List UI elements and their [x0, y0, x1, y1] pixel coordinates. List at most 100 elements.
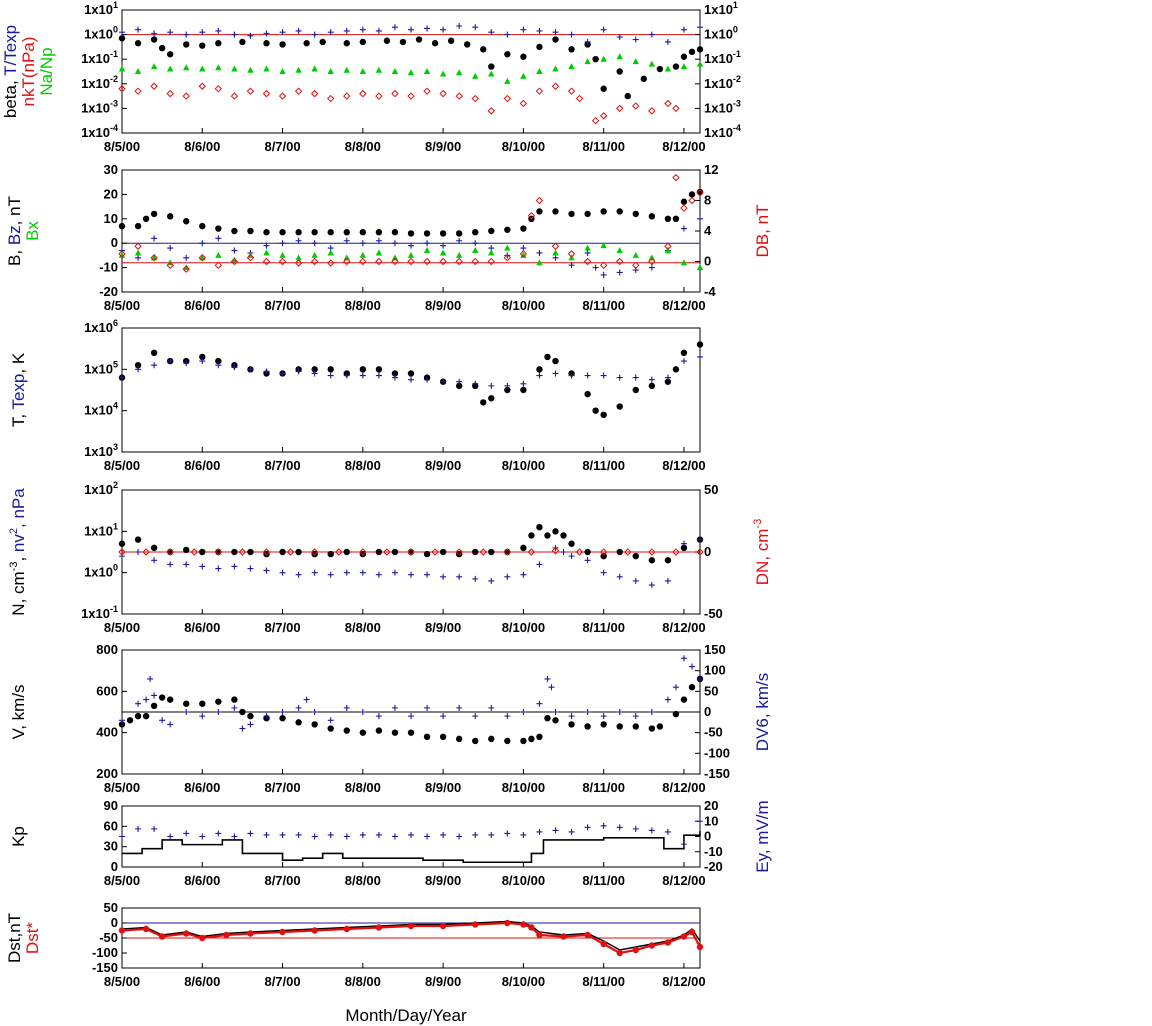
x-tick-label: 8/6/00	[184, 780, 220, 795]
data-point	[215, 548, 222, 556]
y-tick-label-left-exp: 0	[113, 25, 118, 35]
x-tick-label: 8/12/00	[662, 780, 705, 795]
data-point	[488, 382, 495, 389]
x-tick-label: 8/5/00	[104, 139, 140, 154]
y-tick-label-right-base: 1x10	[704, 51, 733, 66]
data-point	[568, 210, 575, 218]
data-point	[648, 257, 656, 266]
data-point	[375, 27, 382, 34]
data-point	[544, 715, 551, 722]
y-axis-title-segment: N, cm	[9, 571, 28, 615]
data-point	[680, 544, 688, 552]
x-tick-label: 8/8/00	[345, 974, 381, 989]
x-tick-label: 8/11/00	[582, 974, 625, 989]
data-point	[166, 89, 174, 98]
data-point	[327, 29, 334, 36]
data-point	[407, 548, 415, 556]
data-point	[375, 92, 383, 100]
data-point	[616, 34, 623, 41]
data-point	[488, 831, 495, 838]
y-axis-title-segment: Bz	[5, 225, 24, 245]
data-point	[584, 824, 591, 831]
data-point	[263, 713, 270, 720]
y-tick-label-right-exp: -1	[733, 49, 741, 59]
data-point	[584, 723, 591, 730]
data-point	[359, 831, 366, 838]
data-point	[327, 259, 335, 267]
y-tick-label-right-exp: 0	[733, 25, 738, 35]
data-point	[616, 374, 623, 381]
data-point	[279, 928, 286, 936]
y-tick-label-left-base: 1x10	[81, 606, 110, 621]
data-point	[616, 104, 624, 113]
y-tick-label-left-exp: 3	[113, 442, 118, 452]
data-point	[680, 63, 688, 70]
y-axis-title-segment: Bx	[23, 221, 42, 241]
data-point	[247, 565, 254, 572]
data-point	[632, 723, 639, 730]
data-point	[488, 548, 495, 556]
series-Bz	[119, 215, 703, 278]
data-point	[520, 380, 527, 387]
data-point	[504, 919, 511, 927]
data-point	[167, 358, 174, 365]
panel-V: 8/5/00 8/6/00 8/7/00 8/8/00 8/9/00 8/10/00 8/1…	[9, 642, 772, 795]
data-point	[263, 567, 270, 574]
data-point	[158, 44, 166, 52]
series-Dst	[121, 920, 701, 951]
data-point	[520, 737, 527, 745]
data-point	[279, 548, 286, 556]
data-point	[375, 237, 382, 244]
data-point	[247, 548, 254, 556]
data-point	[231, 548, 238, 556]
data-point	[664, 242, 672, 250]
data-point	[183, 830, 190, 837]
x-tick-label: 8/11/00	[582, 620, 625, 635]
data-point	[504, 51, 511, 58]
data-point	[230, 257, 239, 266]
data-point	[472, 548, 479, 556]
series-DV6	[119, 655, 703, 732]
data-point	[648, 213, 656, 220]
data-point	[600, 569, 607, 576]
data-point	[231, 364, 238, 371]
data-point	[158, 694, 166, 701]
data-point	[664, 99, 672, 108]
y-tick-label-right: -50	[704, 606, 723, 621]
data-point	[632, 210, 639, 218]
data-point	[279, 229, 286, 236]
data-point	[680, 358, 687, 365]
y-axis-title-segment: Dst,nT	[5, 913, 24, 963]
data-point	[472, 240, 479, 247]
data-point	[632, 251, 639, 258]
y-tick-label-right: -20	[704, 859, 723, 874]
data-point	[151, 692, 158, 699]
data-point	[648, 582, 655, 589]
data-point	[536, 733, 543, 740]
data-point	[343, 66, 350, 73]
y-tick-label-left-base: 1x10	[81, 100, 110, 115]
data-point	[664, 215, 672, 222]
data-point	[479, 548, 487, 556]
y-tick-label-right-base: 1x10	[704, 27, 733, 42]
data-point	[551, 547, 560, 555]
data-point	[680, 841, 687, 848]
data-point	[423, 230, 431, 237]
y-tick-label-right: 0	[704, 254, 711, 269]
data-point	[632, 552, 639, 560]
data-point	[215, 830, 222, 837]
series-beta	[118, 35, 704, 100]
y-tick-label-left-base: 1x10	[81, 76, 110, 91]
y-tick-label-left-base: 1x10	[81, 125, 110, 140]
x-tick-label: 8/10/00	[502, 458, 545, 473]
data-point	[616, 548, 623, 556]
panel-B-right-axis-title: DB, nT	[753, 205, 772, 258]
data-point	[568, 262, 575, 269]
data-point	[688, 48, 696, 56]
data-point	[440, 831, 447, 838]
data-point	[375, 257, 383, 266]
data-point	[199, 353, 206, 361]
data-point	[455, 550, 463, 558]
data-point	[632, 374, 639, 381]
